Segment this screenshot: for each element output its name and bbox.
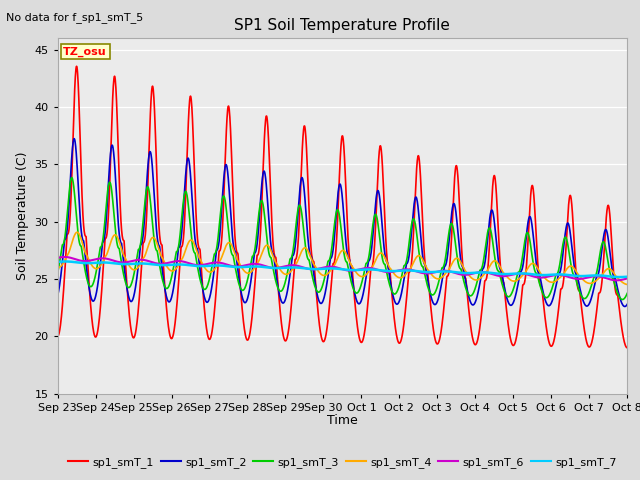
sp1_smT_2 bbox=[86, 293, 94, 299]
sp1_smT_4 bbox=[289, 265, 297, 271]
sp1_smT_6 bbox=[54, 255, 61, 261]
sp1_smT_7 bbox=[175, 262, 183, 267]
Text: TZ_osu: TZ_osu bbox=[63, 47, 107, 57]
sp1_smT_3 bbox=[619, 297, 627, 302]
sp1_smT_7 bbox=[623, 274, 631, 280]
sp1_smT_2 bbox=[54, 293, 61, 299]
Legend: sp1_smT_1, sp1_smT_2, sp1_smT_3, sp1_smT_4, sp1_smT_6, sp1_smT_7: sp1_smT_1, sp1_smT_2, sp1_smT_3, sp1_smT… bbox=[63, 453, 621, 472]
sp1_smT_6 bbox=[443, 268, 451, 274]
sp1_smT_1 bbox=[175, 266, 183, 272]
sp1_smT_6 bbox=[175, 258, 183, 264]
sp1_smT_2 bbox=[621, 304, 628, 310]
sp1_smT_3 bbox=[175, 237, 183, 243]
sp1_smT_1 bbox=[443, 275, 451, 280]
sp1_smT_3 bbox=[54, 271, 61, 276]
sp1_smT_3 bbox=[287, 256, 294, 262]
sp1_smT_3 bbox=[443, 246, 451, 252]
sp1_smT_2 bbox=[289, 252, 297, 258]
sp1_smT_7 bbox=[61, 259, 69, 264]
sp1_smT_4 bbox=[267, 248, 275, 253]
sp1_smT_1 bbox=[623, 345, 631, 351]
sp1_smT_7 bbox=[443, 268, 451, 274]
sp1_smT_6 bbox=[61, 254, 68, 260]
sp1_smT_1 bbox=[86, 301, 94, 307]
sp1_smT_2 bbox=[443, 258, 451, 264]
sp1_smT_7 bbox=[86, 260, 94, 266]
sp1_smT_1 bbox=[73, 63, 81, 69]
sp1_smT_1 bbox=[289, 280, 297, 286]
Text: No data for f_sp1_smT_5: No data for f_sp1_smT_5 bbox=[6, 12, 143, 23]
sp1_smT_6 bbox=[86, 258, 94, 264]
sp1_smT_3 bbox=[267, 255, 275, 261]
Line: sp1_smT_2: sp1_smT_2 bbox=[58, 139, 627, 307]
sp1_smT_4 bbox=[74, 229, 81, 235]
Y-axis label: Soil Temperature (C): Soil Temperature (C) bbox=[16, 152, 29, 280]
Line: sp1_smT_1: sp1_smT_1 bbox=[58, 66, 627, 348]
sp1_smT_4 bbox=[86, 260, 94, 266]
sp1_smT_7 bbox=[287, 264, 294, 270]
sp1_smT_2 bbox=[70, 136, 78, 142]
sp1_smT_1 bbox=[54, 334, 61, 339]
Title: SP1 Soil Temperature Profile: SP1 Soil Temperature Profile bbox=[234, 18, 451, 33]
Line: sp1_smT_4: sp1_smT_4 bbox=[58, 232, 627, 285]
sp1_smT_7 bbox=[267, 265, 275, 271]
sp1_smT_6 bbox=[287, 263, 294, 268]
X-axis label: Time: Time bbox=[327, 414, 358, 427]
sp1_smT_4 bbox=[287, 269, 294, 275]
sp1_smT_4 bbox=[443, 269, 451, 275]
sp1_smT_7 bbox=[289, 264, 297, 270]
sp1_smT_2 bbox=[623, 301, 631, 307]
sp1_smT_6 bbox=[613, 277, 621, 283]
Line: sp1_smT_7: sp1_smT_7 bbox=[58, 262, 627, 277]
sp1_smT_6 bbox=[289, 263, 297, 268]
sp1_smT_3 bbox=[68, 175, 76, 180]
sp1_smT_4 bbox=[54, 264, 61, 270]
Line: sp1_smT_3: sp1_smT_3 bbox=[58, 178, 627, 300]
sp1_smT_3 bbox=[289, 247, 297, 253]
sp1_smT_1 bbox=[267, 200, 275, 205]
sp1_smT_1 bbox=[287, 313, 294, 319]
sp1_smT_4 bbox=[623, 282, 631, 288]
sp1_smT_2 bbox=[267, 242, 275, 248]
sp1_smT_4 bbox=[175, 261, 183, 266]
sp1_smT_2 bbox=[175, 244, 183, 250]
sp1_smT_7 bbox=[616, 274, 623, 280]
Line: sp1_smT_6: sp1_smT_6 bbox=[58, 257, 627, 280]
sp1_smT_3 bbox=[86, 284, 94, 289]
sp1_smT_7 bbox=[54, 259, 61, 264]
sp1_smT_3 bbox=[623, 290, 631, 296]
sp1_smT_6 bbox=[267, 265, 275, 271]
sp1_smT_2 bbox=[287, 269, 294, 275]
sp1_smT_6 bbox=[623, 276, 631, 281]
